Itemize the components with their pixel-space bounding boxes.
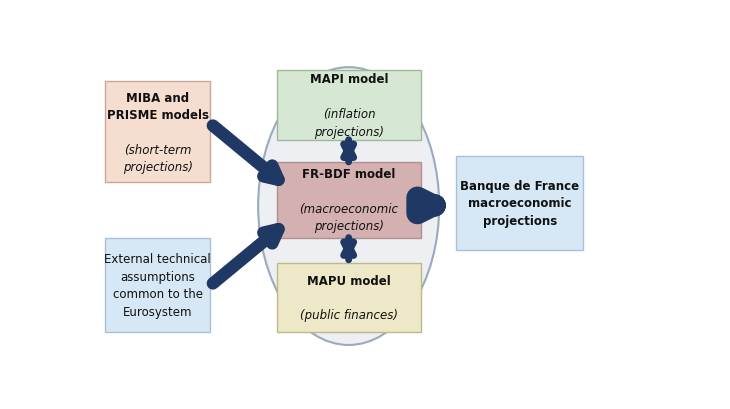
Text: assumptions: assumptions	[120, 270, 195, 283]
FancyBboxPatch shape	[456, 156, 583, 251]
Text: common to the: common to the	[112, 288, 203, 301]
FancyBboxPatch shape	[277, 162, 421, 238]
Text: macroeconomic: macroeconomic	[468, 197, 572, 210]
Text: MIBA and: MIBA and	[126, 91, 189, 104]
Text: MAPU model: MAPU model	[307, 274, 391, 287]
Text: (macroeconomic: (macroeconomic	[299, 202, 399, 216]
Text: projections): projections)	[123, 161, 193, 174]
Text: Banque de France: Banque de France	[460, 180, 580, 193]
Text: projections): projections)	[314, 125, 384, 138]
Text: FR-BDF model: FR-BDF model	[302, 168, 396, 181]
Text: projections): projections)	[314, 220, 384, 233]
FancyBboxPatch shape	[105, 82, 210, 183]
Text: (public finances): (public finances)	[300, 309, 398, 322]
Text: External technical: External technical	[104, 253, 211, 266]
Text: (short-term: (short-term	[124, 144, 191, 156]
Ellipse shape	[258, 68, 439, 345]
FancyBboxPatch shape	[105, 238, 210, 333]
Text: MAPI model: MAPI model	[310, 73, 388, 86]
Text: PRISME models: PRISME models	[107, 109, 209, 122]
Text: Eurosystem: Eurosystem	[123, 305, 193, 318]
Text: (inflation: (inflation	[323, 108, 375, 121]
FancyBboxPatch shape	[277, 71, 421, 140]
FancyBboxPatch shape	[277, 263, 421, 333]
Text: projections: projections	[483, 214, 557, 227]
